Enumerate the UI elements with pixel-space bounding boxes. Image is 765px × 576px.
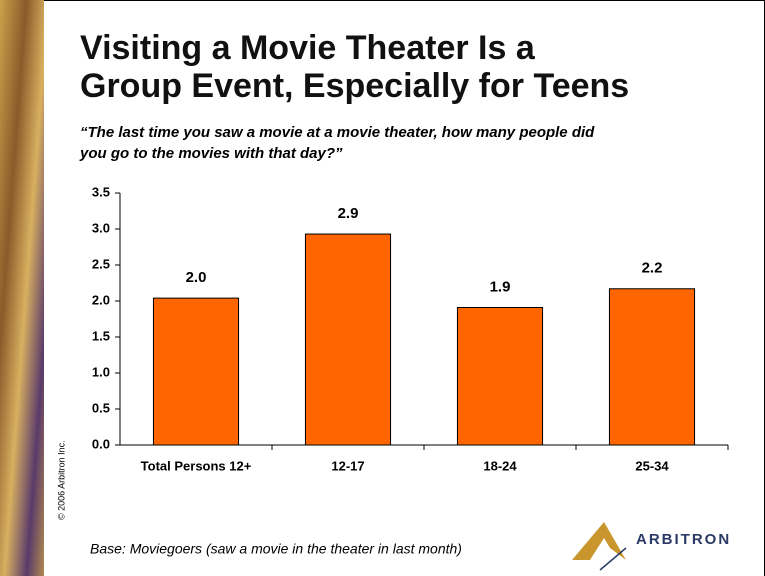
footnote: Base: Moviegoers (saw a movie in the the… <box>90 541 462 557</box>
bar <box>608 288 696 446</box>
logo: ARBITRON <box>636 531 731 548</box>
bar <box>456 306 544 446</box>
value-label: 2.0 <box>186 269 207 286</box>
bar <box>304 233 392 446</box>
chart-subtitle: “The last time you saw a movie at a movi… <box>80 124 595 141</box>
y-tick-label: 1.5 <box>92 328 110 343</box>
x-tick-label: 12-17 <box>331 458 364 473</box>
x-tick-label: Total Persons 12+ <box>141 458 252 473</box>
y-tick-label: 3.0 <box>92 220 110 235</box>
y-tick-label: 1.0 <box>92 364 110 379</box>
bar <box>152 297 240 446</box>
value-label: 2.9 <box>338 205 359 222</box>
y-tick-label: 2.0 <box>92 292 110 307</box>
y-tick-label: 2.5 <box>92 256 110 271</box>
decor-strip <box>0 0 44 576</box>
x-tick-label: 25-34 <box>635 458 669 473</box>
x-tick-label: 18-24 <box>483 458 517 473</box>
chart-title: Group Event, Especially for Teens <box>80 67 629 105</box>
value-label: 1.9 <box>490 278 511 295</box>
logo-mark <box>572 522 626 560</box>
logo-mark <box>599 547 627 571</box>
value-label: 2.2 <box>642 260 663 277</box>
y-tick-label: 3.5 <box>92 184 110 199</box>
copyright: © 2006 Arbitron Inc. <box>56 440 66 520</box>
chart-title: Visiting a Movie Theater Is a <box>80 29 536 67</box>
y-tick-label: 0.5 <box>92 400 110 415</box>
chart-subtitle: you go to the movies with that day?” <box>79 145 343 162</box>
y-tick-label: 0.0 <box>92 436 110 451</box>
